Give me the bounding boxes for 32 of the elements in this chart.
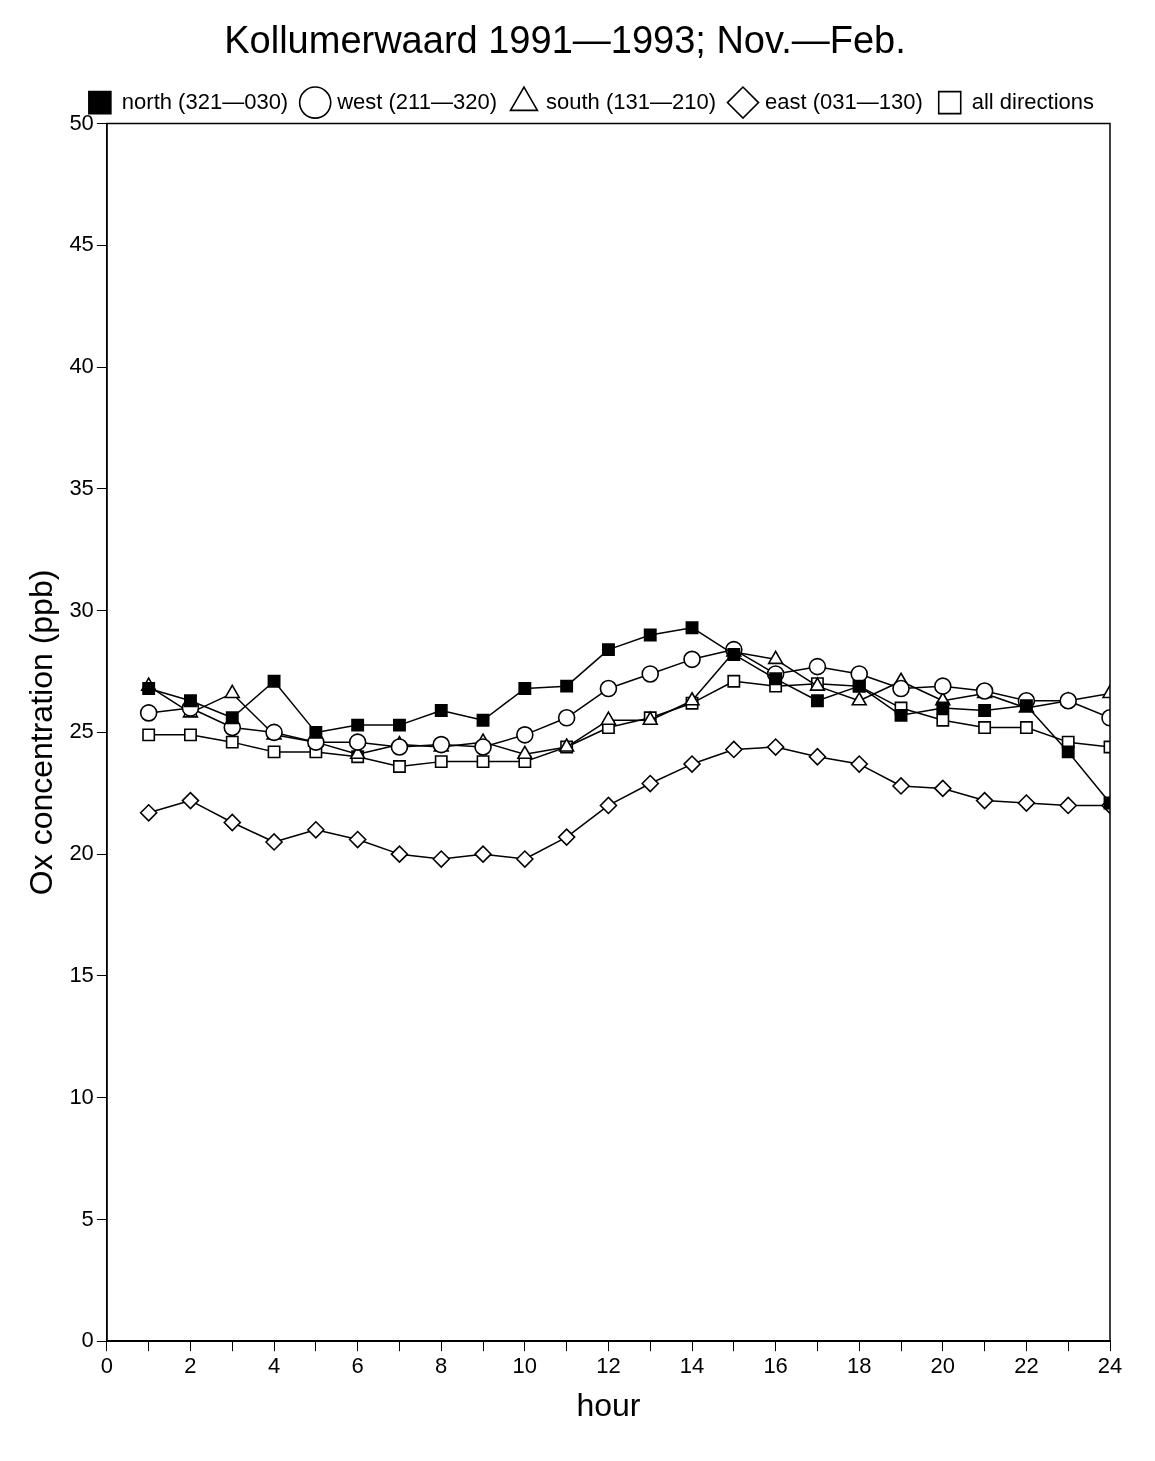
x-tick-label: 0 bbox=[100, 1353, 113, 1379]
y-tick-label: 0 bbox=[81, 1327, 94, 1353]
x-tick-label: 20 bbox=[930, 1353, 956, 1379]
x-tick-label: 24 bbox=[1097, 1353, 1123, 1379]
x-tick-label: 16 bbox=[763, 1353, 788, 1379]
x-tick-label: 12 bbox=[596, 1353, 621, 1379]
x-tick-label: 2 bbox=[184, 1353, 197, 1379]
y-tick-label: 15 bbox=[69, 961, 94, 987]
legend-label: east (031—130) bbox=[764, 88, 923, 114]
y-tick-label: 50 bbox=[69, 109, 94, 135]
legend-label: all directions bbox=[971, 88, 1094, 114]
x-tick-label: 8 bbox=[435, 1353, 448, 1379]
y-tick-label: 30 bbox=[69, 596, 94, 622]
x-tick-label: 6 bbox=[351, 1353, 364, 1379]
y-tick-label: 35 bbox=[69, 474, 94, 500]
y-tick-label: 45 bbox=[69, 231, 94, 257]
x-tick-label: 22 bbox=[1014, 1353, 1039, 1379]
y-tick-label: 40 bbox=[69, 353, 94, 379]
chart-title: Kollumerwaard 1991—1993; Nov.—Feb. bbox=[224, 19, 906, 62]
y-tick-label: 20 bbox=[69, 840, 94, 866]
y-axis-title: Ox concentration (ppb) bbox=[23, 569, 60, 896]
x-tick-label: 4 bbox=[267, 1353, 281, 1379]
y-tick-label: 10 bbox=[69, 1083, 94, 1109]
x-tick-label: 10 bbox=[512, 1353, 538, 1379]
y-tick-label: 25 bbox=[69, 718, 94, 744]
legend-label: north (321—030) bbox=[121, 88, 289, 114]
legend-label: south (131—210) bbox=[545, 88, 716, 114]
y-tick-label: 5 bbox=[81, 1205, 94, 1231]
x-axis-title: hour bbox=[576, 1386, 641, 1423]
x-tick-label: 14 bbox=[679, 1353, 705, 1379]
x-tick-label: 18 bbox=[846, 1353, 872, 1379]
legend-label: west (211—320) bbox=[336, 88, 497, 114]
